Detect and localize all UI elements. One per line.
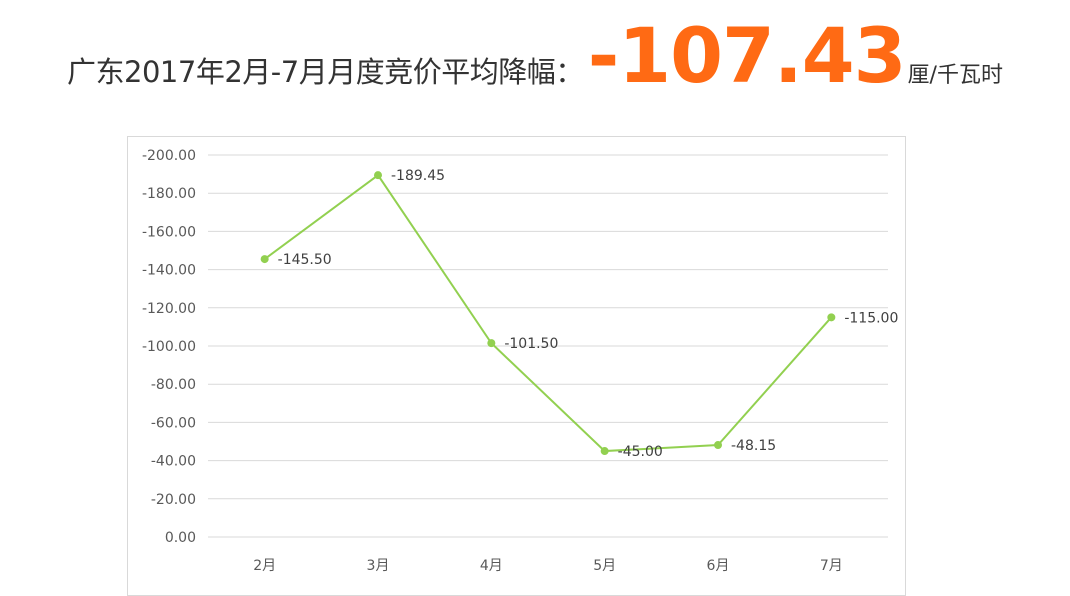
x-tick-label: 3月 [367,558,390,574]
y-tick-label: 0.00 [165,530,196,546]
headline-prefix: 广东2017年2月-7月月度竞价平均降幅： [67,55,584,89]
data-point [827,313,836,322]
series [260,171,836,456]
y-tick-label: -100.00 [142,339,196,355]
headline-value: -107.43 [587,11,907,100]
y-tick-label: -200.00 [142,148,196,164]
x-tick-label: 2月 [253,558,276,574]
y-tick-label: -180.00 [142,186,196,202]
data-point [487,339,496,348]
headline: 广东2017年2月-7月月度竞价平均降幅： -107.43 厘/千瓦时 [0,18,1070,108]
y-axis-ticks: 0.00 -20.00 -40.00 -60.00 -80.00 -100.00 -120.… [142,148,196,546]
data-label: -115.00 [844,310,898,326]
x-axis-ticks: 2月 3月 4月 5月 6月 7月 [253,558,843,574]
data-point [714,441,722,450]
series-line [264,173,833,453]
data-point [260,255,269,264]
y-tick-label: -40.00 [151,454,196,470]
data-label: -101.50 [504,336,558,352]
data-label: -48.15 [731,438,776,454]
data-labels: -145.50 -189.45 -101.50 -45.00 -48.15 -115.00 [278,168,899,460]
y-tick-label: -60.00 [151,415,196,431]
data-label: -189.45 [391,168,445,184]
gridlines [208,154,888,538]
y-tick-label: -20.00 [151,492,196,508]
data-label: -45.00 [618,444,663,460]
data-label: -145.50 [278,252,332,268]
y-tick-label: -80.00 [151,377,196,393]
line-chart: 0.00 -20.00 -40.00 -60.00 -80.00 -100.00 -120.… [142,148,899,574]
data-point [374,171,382,180]
chart-frame: 0.00 -20.00 -40.00 -60.00 -80.00 -100.00 -120.… [127,136,906,596]
x-tick-label: 4月 [480,558,503,574]
x-tick-label: 6月 [707,558,730,574]
x-tick-label: 5月 [593,558,616,574]
y-tick-label: -120.00 [142,301,196,317]
data-point [600,447,609,456]
x-tick-label: 7月 [820,558,843,574]
y-tick-label: -140.00 [142,263,196,279]
headline-unit: 厘/千瓦时 [907,63,1003,88]
y-tick-label: -160.00 [142,224,196,240]
